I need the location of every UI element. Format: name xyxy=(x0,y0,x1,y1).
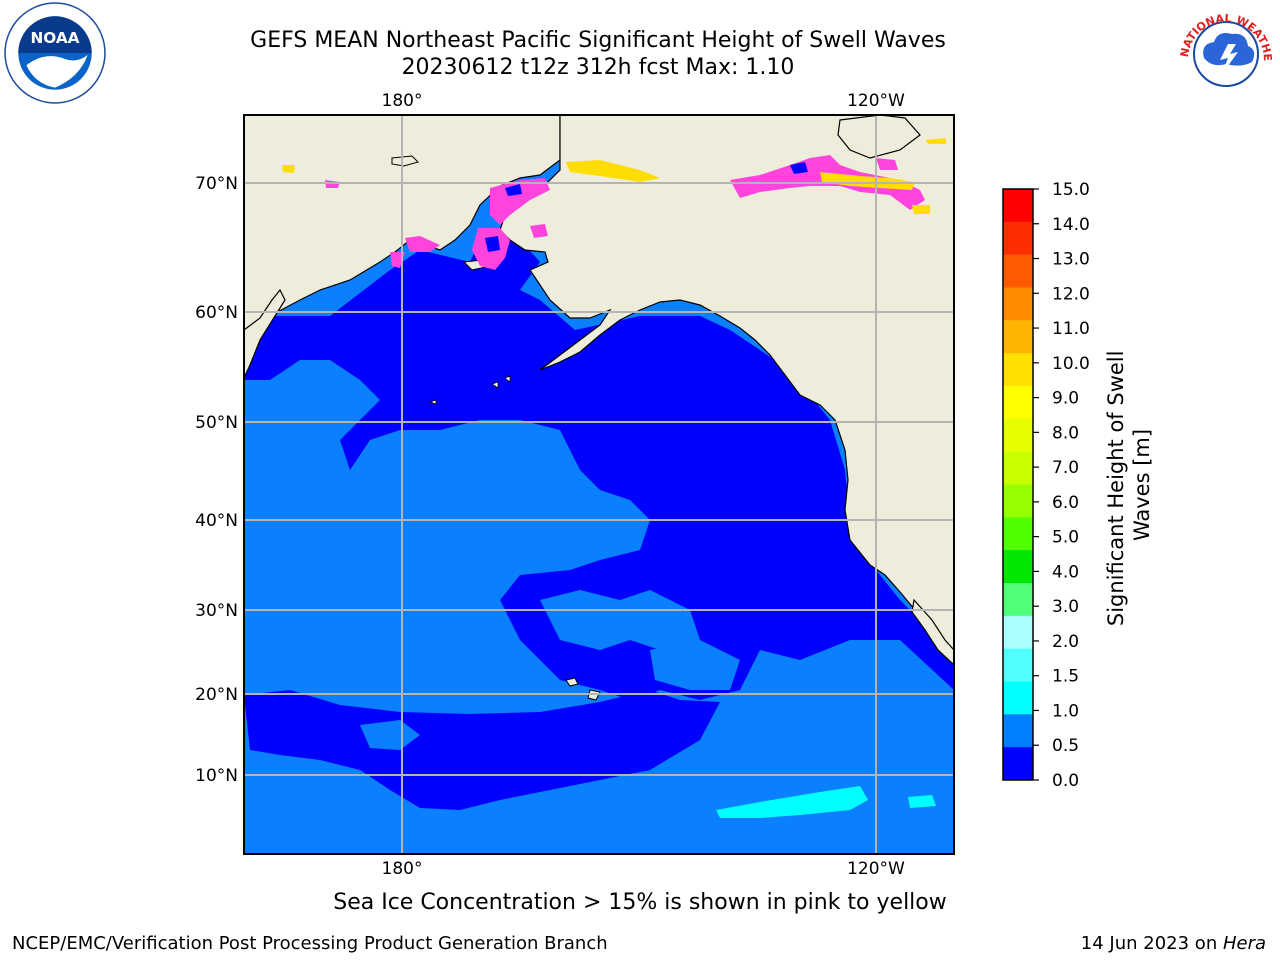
colorbar-segment xyxy=(1003,418,1033,453)
lat-label-10n: 10°N xyxy=(195,766,238,786)
colorbar xyxy=(1003,189,1033,781)
lon-label-bottom-180: 180° xyxy=(382,859,423,879)
ocean-patch xyxy=(540,590,700,650)
colorbar-tick-label: 0.5 xyxy=(1052,736,1079,756)
lat-label-70n: 70°N xyxy=(195,174,238,194)
swell-1m-patch xyxy=(716,786,868,818)
colorbar-tick-label: 3.0 xyxy=(1052,597,1079,617)
colorbar-tick-label: 15.0 xyxy=(1052,180,1090,200)
colorbar-segment xyxy=(1003,386,1033,420)
colorbar-segment xyxy=(1003,484,1033,518)
colorbar-tick-label: 2.0 xyxy=(1052,632,1079,652)
colorbar-tick-label: 8.0 xyxy=(1052,423,1079,443)
colorbar-segment xyxy=(1003,517,1033,551)
colorbar-segment xyxy=(1003,451,1033,485)
footer-credit: NCEP/EMC/Verification Post Processing Pr… xyxy=(12,933,608,954)
colorbar-segment xyxy=(1003,583,1033,617)
colorbar-tick-label: 11.0 xyxy=(1052,319,1090,339)
chart-title: GEFS MEAN Northeast Pacific Significant … xyxy=(250,28,946,53)
lat-label-30n: 30°N xyxy=(195,601,238,621)
lat-label-20n: 20°N xyxy=(195,685,238,705)
noaa-logo: NOAA xyxy=(4,2,106,104)
colorbar-segment xyxy=(1003,615,1033,650)
land-baja xyxy=(911,598,954,666)
lon-label-bottom-120w: 120°W xyxy=(847,859,905,879)
colorbar-tick-label: 0.0 xyxy=(1052,771,1079,791)
colorbar-tick-label: 10.0 xyxy=(1052,354,1090,374)
colorbar-tick-label: 13.0 xyxy=(1052,250,1090,270)
colorbar-tick-label: 1.5 xyxy=(1052,667,1079,687)
colorbar-segment xyxy=(1003,714,1033,748)
colorbar-title-line2: Waves [m] xyxy=(1130,429,1154,541)
colorbar-segment xyxy=(1003,353,1033,387)
lat-label-60n: 60°N xyxy=(195,303,238,323)
colorbar-segment xyxy=(1003,221,1033,256)
lat-label-40n: 40°N xyxy=(195,511,238,531)
colorbar-frame xyxy=(1002,188,1034,781)
colorbar-segment xyxy=(1003,648,1033,682)
land-wrangel xyxy=(391,155,419,167)
colorbar-tick-label: 7.0 xyxy=(1052,458,1079,478)
colorbar-segment xyxy=(1003,681,1033,715)
ocean-patch xyxy=(360,720,420,750)
map-frame xyxy=(243,114,955,855)
swell-1m-patch xyxy=(908,795,936,808)
map-area xyxy=(244,115,954,854)
lon-label-top-120w: 120°W xyxy=(847,91,905,111)
colorbar-segment xyxy=(1003,189,1033,223)
colorbar-tick-label: 4.0 xyxy=(1052,562,1079,582)
noaa-logo-text: NOAA xyxy=(30,29,79,47)
land-north-america xyxy=(499,115,954,661)
colorbar-tick-label: 5.0 xyxy=(1052,528,1079,548)
lon-label-top-180: 180° xyxy=(382,91,423,111)
colorbar-title: Significant Height of Swell Waves [m] xyxy=(1104,344,1154,626)
colorbar-segment xyxy=(1003,550,1033,584)
land-aleutians xyxy=(428,375,511,405)
colorbar-title-line1: Significant Height of Swell xyxy=(1104,351,1128,627)
lat-label-50n: 50°N xyxy=(195,413,238,433)
colorbar-segment xyxy=(1003,254,1033,288)
colorbar-ticks: 15.0 14.0 13.0 12.0 11.0 10.0 9.0 8.0 7.0 6.0 5.0 4… xyxy=(1033,180,1090,791)
colorbar-segment xyxy=(1003,320,1033,354)
chart-subtitle: 20230612 t12z 312h fcst Max: 1.10 xyxy=(401,55,795,80)
footer-date: 14 Jun 2023 on Hera xyxy=(1081,933,1266,954)
ocean-patch xyxy=(650,640,740,690)
colorbar-tick-label: 6.0 xyxy=(1052,493,1079,513)
footer-date-text: 14 Jun 2023 on xyxy=(1080,933,1223,954)
colorbar-segment xyxy=(1003,747,1033,781)
colorbar-segment xyxy=(1003,287,1033,321)
sea-ice-footnote: Sea Ice Concentration > 15% is shown in … xyxy=(333,890,947,915)
footer-machine: Hera xyxy=(1222,933,1266,954)
colorbar-tick-label: 12.0 xyxy=(1052,284,1090,304)
colorbar-tick-label: 9.0 xyxy=(1052,389,1079,409)
ocean-very-low-swell-region xyxy=(244,240,954,810)
graticule xyxy=(244,115,954,854)
colorbar-tick-label: 1.0 xyxy=(1052,701,1079,721)
colorbar-tick-label: 14.0 xyxy=(1052,215,1090,235)
nws-logo: NATIONAL WEATHER SERVICE xyxy=(1176,4,1274,102)
